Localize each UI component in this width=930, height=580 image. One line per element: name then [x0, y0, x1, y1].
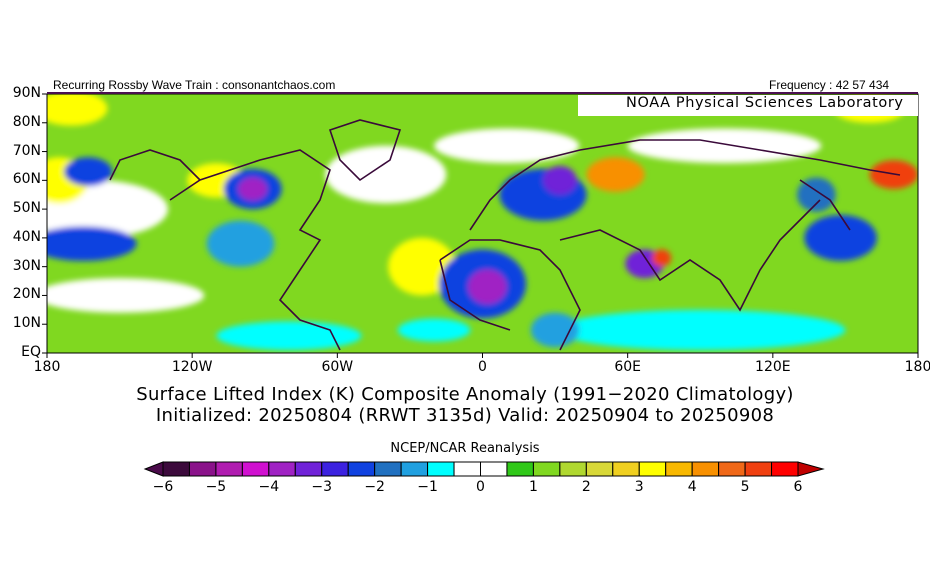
anomaly-region [797, 177, 836, 212]
anomaly-region [206, 220, 275, 267]
colorbar-under-arrow [143, 461, 164, 477]
y-tick-label: 90N [12, 85, 41, 101]
anomaly-region [388, 237, 456, 296]
colorbar-over-arrow [797, 461, 825, 477]
anomaly-region [63, 157, 113, 187]
x-tick-label: 0 [478, 359, 487, 375]
y-tick-label: 60N [12, 171, 41, 188]
colorbar-swatch [585, 461, 614, 477]
colorbar-title: NCEP/NCAR Reanalysis [390, 441, 540, 456]
anomaly-region [467, 269, 507, 305]
colorbar-swatch [215, 461, 243, 477]
y-tick-label: 10N [12, 315, 41, 332]
colorbar-label: 4 [687, 479, 697, 495]
chart-title-line2: Initialized: 20250804 (RRWT 3135d) Valid… [155, 405, 775, 426]
anomaly-region [586, 157, 645, 192]
anomaly-region [325, 145, 447, 204]
colorbar-swatch [532, 461, 561, 477]
anomaly-region [804, 214, 877, 261]
colorbar-swatch [162, 461, 190, 477]
colorbar-label: 5 [740, 479, 750, 495]
y-tick-label: 40N [12, 228, 41, 245]
colorbar-label: 1 [528, 479, 538, 495]
y-tick-label: 30N [12, 257, 41, 274]
anomaly-region [434, 128, 580, 164]
anomaly-region [555, 309, 846, 351]
colorbar-swatch [744, 461, 773, 477]
y-tick-label: 50N [12, 200, 41, 217]
y-tick-label: 80N [12, 113, 41, 130]
anomaly-region [47, 278, 205, 313]
colorbar-swatch [453, 461, 481, 477]
colorbar-swatch [506, 461, 534, 477]
colorbar-label: 6 [793, 479, 803, 495]
x-tick-label: 120W [171, 359, 213, 375]
colorbar-label: −2 [364, 479, 385, 495]
colorbar-swatch [665, 461, 693, 477]
anomaly-region [47, 226, 137, 261]
colorbar-swatch [718, 461, 746, 477]
colorbar-label: −1 [417, 479, 438, 495]
x-tick-label: 120E [755, 359, 791, 375]
colorbar-swatch [480, 461, 508, 477]
anomaly-region [542, 165, 577, 195]
colorbar-swatch [691, 461, 720, 477]
colorbar-swatch [321, 461, 349, 477]
anomaly-region [530, 312, 580, 348]
colorbar-swatch [268, 461, 296, 477]
colorbar-swatch [400, 461, 429, 477]
x-tick-label: 180 [33, 359, 61, 375]
anomaly-region [216, 321, 362, 351]
anomaly-region [627, 128, 822, 164]
x-tick-label: 60E [614, 359, 641, 375]
colorbar-swatch [374, 461, 402, 477]
chart-title-line1: Surface Lifted Index (K) Composite Anoma… [136, 384, 794, 405]
anomaly-region [397, 318, 471, 342]
colorbar-swatch [638, 461, 667, 477]
colorbar-swatch [241, 461, 270, 477]
frequency-label: Frequency : 42 57 434 [769, 78, 890, 92]
anomaly-region [238, 177, 268, 201]
colorbar-swatch [771, 461, 799, 477]
lab-label-box [578, 95, 918, 116]
colorbar-label: 0 [476, 479, 485, 495]
y-tick-label: EQ [21, 344, 41, 360]
lab-label: NOAA Physical Sciences Laboratory [626, 95, 904, 111]
colorbar-swatch [427, 461, 455, 477]
x-tick-label: 60W [321, 359, 354, 375]
source-label: Recurring Rossby Wave Train : consonantc… [53, 78, 336, 92]
y-tick-label: 70N [12, 142, 41, 159]
colorbar-label: −6 [152, 479, 174, 495]
coastlines [109, 119, 901, 351]
colorbar-label: −3 [311, 479, 333, 495]
y-tick-label: 20N [12, 286, 41, 303]
anomaly-region [651, 249, 672, 267]
colorbar-swatch [188, 461, 217, 477]
colorbar-label: −5 [205, 479, 227, 495]
colorbar-label: 3 [634, 479, 644, 495]
colorbar-swatch [559, 461, 587, 477]
colorbar-swatch [294, 461, 323, 477]
colorbar-swatch [347, 461, 376, 477]
anomaly-region [47, 94, 108, 126]
colorbar-label: 2 [581, 479, 591, 495]
colorbar-swatch [612, 461, 640, 477]
x-tick-label: 180 [904, 359, 930, 375]
colorbar-label: −4 [258, 479, 280, 495]
